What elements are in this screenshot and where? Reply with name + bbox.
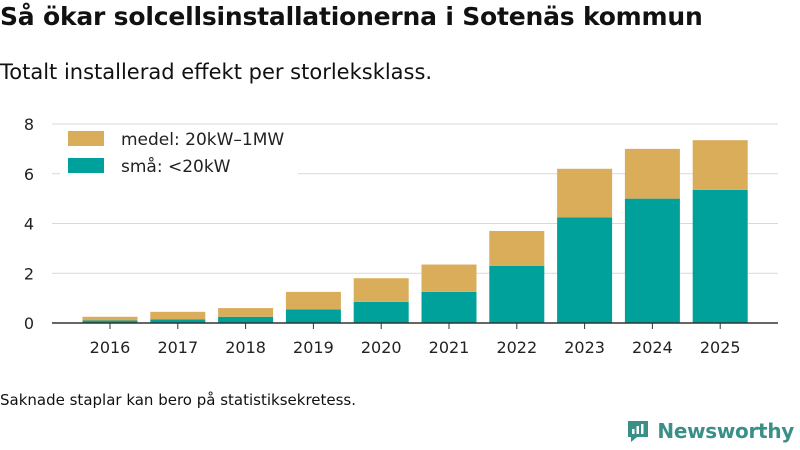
bar-small-2023: [557, 217, 613, 323]
axes: 0 2 4 6 8 2016 2017 2018 2019 2020 2021 2022 2023 202…: [24, 115, 778, 357]
bar-medium-2020: [353, 278, 409, 302]
x-tick-label-2024: 2024: [632, 338, 673, 357]
brand-logo: Newsworthy: [625, 418, 794, 444]
bar-medium-2022: [489, 230, 545, 266]
bar-small-2024: [624, 198, 680, 323]
bar-small-2016: [82, 320, 138, 323]
brand-name: Newsworthy: [657, 419, 794, 443]
bar-medium-2018: [218, 308, 274, 317]
x-tick-label-2020: 2020: [361, 338, 402, 357]
x-tick-label-2025: 2025: [700, 338, 741, 357]
x-tick-label-2023: 2023: [564, 338, 605, 357]
y-tick-label-4: 4: [24, 215, 34, 234]
legend: medel: 20kW–1MW små: <20kW: [60, 126, 298, 182]
x-tick-label-2017: 2017: [157, 338, 198, 357]
x-tick-label-2018: 2018: [225, 338, 266, 357]
newsworthy-logo-icon: [628, 421, 649, 442]
y-tick-label-0: 0: [24, 314, 34, 333]
bar-medium-2016: [82, 316, 138, 321]
legend-swatch-medel: [68, 131, 104, 146]
bar-medium-2019: [285, 291, 341, 310]
y-tick-label-6: 6: [24, 165, 34, 184]
bar-medium-2017: [150, 311, 206, 320]
bar-small-2019: [285, 309, 341, 323]
legend-label-medel: medel: 20kW–1MW: [121, 130, 284, 150]
bar-small-2018: [218, 316, 274, 323]
y-tick-label-8: 8: [24, 115, 34, 134]
bar-small-2017: [150, 319, 206, 323]
bar-small-2025: [692, 189, 748, 323]
x-tick-label-2022: 2022: [496, 338, 537, 357]
bar-small-2020: [353, 301, 409, 323]
y-tick-label-2: 2: [24, 264, 34, 283]
bar-medium-2024: [624, 148, 680, 199]
legend-label-sma: små: <20kW: [121, 156, 231, 177]
bar-medium-2023: [557, 168, 613, 218]
x-tick-label-2021: 2021: [429, 338, 470, 357]
chart-title: Så ökar solcellsinstallationerna i Soten…: [0, 2, 703, 31]
legend-swatch-sma: [68, 158, 104, 173]
x-tick-label-2019: 2019: [293, 338, 334, 357]
x-tick-label-2016: 2016: [90, 338, 131, 357]
bar-small-2021: [421, 291, 477, 323]
bar-medium-2025: [692, 140, 748, 190]
bar-medium-2021: [421, 264, 477, 292]
chart-subtitle: Totalt installerad effekt per storlekskl…: [0, 60, 433, 84]
bars: [82, 140, 748, 323]
footnote: Saknade staplar kan bero på statistiksek…: [0, 391, 357, 409]
bar-small-2022: [489, 265, 545, 323]
